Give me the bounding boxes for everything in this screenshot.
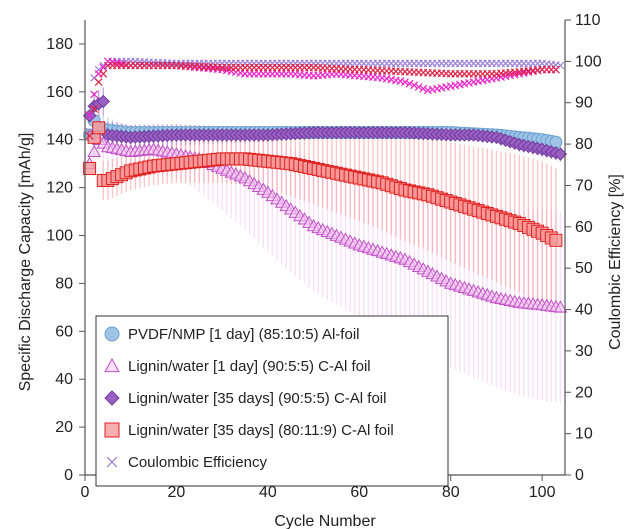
data-point [94,78,103,86]
legend-marker [104,390,120,406]
y-tick-label-right: 80 [575,136,593,153]
legend-label: PVDF/NMP [1 day] (85:10:5) Al-foil [128,326,359,343]
y-tick-label-left: 100 [46,228,73,245]
legend-label: Lignin/water [35 days] (80:11:9) C-Al fo… [128,422,394,439]
x-tick-label: 80 [442,484,460,501]
axes: 0 20 40 60 80 100 0 20 40 60 80 100 120 140 160 180 0 10 2… [46,12,602,501]
data-point [551,65,560,74]
y-tick-label-left: 140 [46,132,73,149]
x-tick-label: 0 [81,484,90,501]
legend: PVDF/NMP [1 day] (85:10:5) Al-foil Lignin… [95,315,449,487]
data-marks [82,57,568,313]
y-tick-label-left: 20 [55,419,73,436]
data-point [90,105,99,113]
x-tick-label: 20 [168,484,186,501]
y-tick-label-right: 110 [575,12,601,29]
legend-label: Lignin/water [35 days] (90:5:5) C-Al foi… [128,390,386,407]
data-point [405,79,414,88]
data-point [90,90,99,99]
y-tick-label-right: 60 [575,219,593,236]
legend-marker [104,357,120,373]
legend-marker [106,456,118,468]
y-tick-label-left: 180 [46,36,73,53]
data-point [414,83,423,91]
legend-label: Coulombic Efficiency [128,454,267,471]
data-point [85,111,94,120]
x-tick-label: 40 [259,484,277,501]
y-tick-label-right: 50 [575,260,593,277]
data-point [419,84,428,93]
x-axis-label: Cycle Number [274,513,376,529]
y-tick-label-right: 70 [575,177,593,194]
y-tick-label-right: 30 [575,343,593,360]
data-point [410,81,419,90]
data-point [87,144,101,158]
legend-marker [104,326,120,342]
data-point [99,63,108,72]
y-axis-label-right: Coulombic Efficiency [%] [607,174,624,350]
y-tick-label-right: 90 [575,95,593,112]
y-tick-label-left: 80 [55,275,73,292]
y-tick-label-right: 40 [575,302,593,319]
y-tick-label-right: 100 [575,53,602,70]
data-point [83,161,97,175]
y-tick-label-left: 40 [55,371,73,388]
y-tick-label-right: 10 [575,426,593,443]
data-point [99,69,108,78]
data-point [96,94,110,109]
legend-label: Lignin/water [1 day] (90:5:5) C-Al foil [128,358,371,375]
y-tick-label-left: 0 [64,467,73,484]
y-tick-label-left: 160 [46,84,73,101]
y-tick-label-right: 20 [575,384,593,401]
y-tick-label-left: 60 [55,323,73,340]
data-point [85,131,94,140]
data-point [401,78,409,86]
legend-box [95,315,449,487]
data-point [92,121,106,135]
data-point [553,300,568,313]
y-tick-label-left: 120 [46,180,73,197]
x-tick-label: 100 [529,484,556,501]
x-tick-label: 60 [350,484,368,501]
y-axis-label-left: Specific Discharge Capacity [mAh/g] [17,133,34,392]
data-point [549,233,563,247]
y-tick-label-right: 0 [575,467,584,484]
legend-marker [104,422,120,438]
